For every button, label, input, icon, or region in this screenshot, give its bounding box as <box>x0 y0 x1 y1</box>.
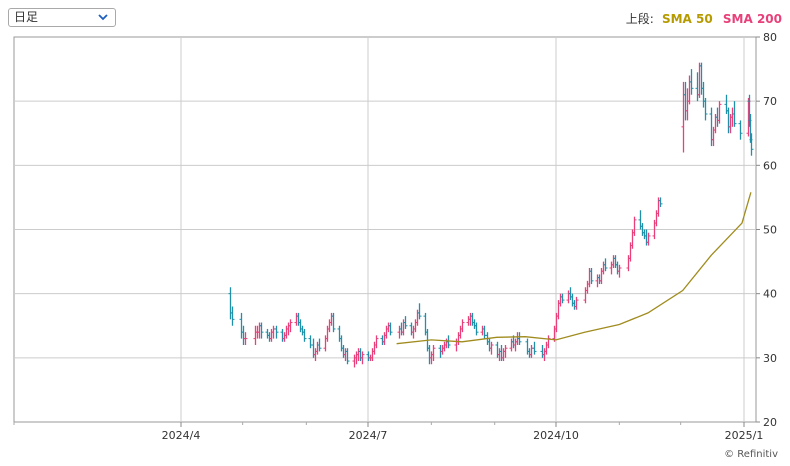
y-tick-label: 40 <box>763 288 777 301</box>
y-tick-label: 80 <box>763 31 777 44</box>
legend-sma200: SMA 200 <box>722 12 782 26</box>
x-tick-label: 2024/7 <box>349 429 388 442</box>
panel-label: 上段: <box>625 12 654 26</box>
x-tick-label: 2024/10 <box>533 429 579 442</box>
y-tick-label: 30 <box>763 352 777 365</box>
y-tick-label: 50 <box>763 224 777 237</box>
y-tick-label: 20 <box>763 416 777 429</box>
y-tick-label: 70 <box>763 95 777 108</box>
chevron-down-icon <box>98 14 108 21</box>
indicator-legend: 上段: SMA 50 SMA 200 <box>626 10 782 27</box>
y-tick-label: 60 <box>763 159 777 172</box>
legend-sma50: SMA 50 <box>661 12 713 26</box>
period-select[interactable]: 日足 <box>8 8 116 27</box>
x-tick-label: 2024/4 <box>162 429 201 442</box>
copyright-text: © Refinitiv <box>724 449 778 460</box>
period-select-value: 日足 <box>14 10 39 24</box>
sma50-line <box>396 192 752 345</box>
x-tick-label: 2025/1 <box>725 429 764 442</box>
